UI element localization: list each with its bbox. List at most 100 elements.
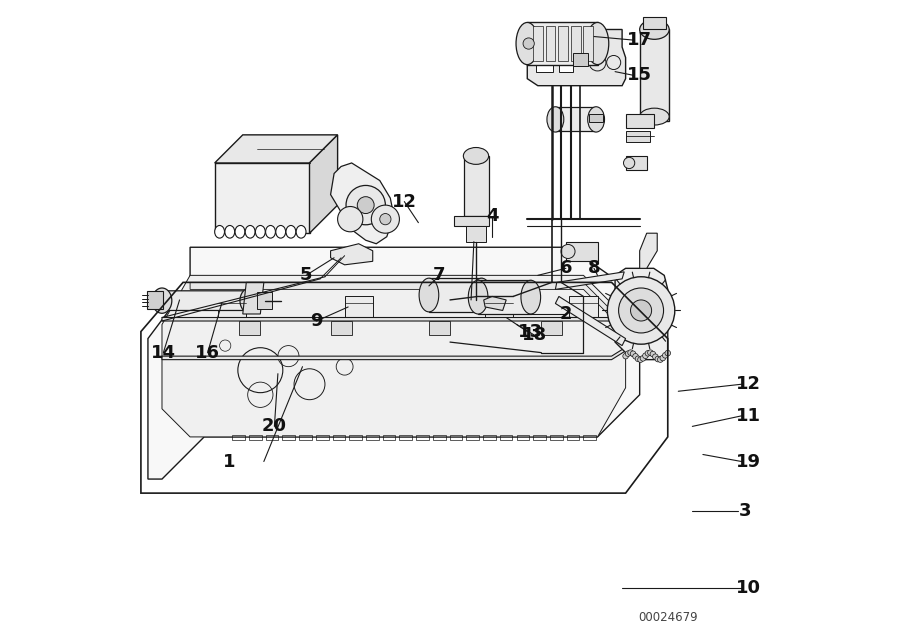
Bar	[533, 26, 543, 61]
Ellipse shape	[521, 280, 541, 314]
Circle shape	[608, 277, 675, 344]
Circle shape	[626, 351, 631, 356]
Bar	[567, 435, 580, 441]
Text: 13: 13	[518, 323, 544, 340]
Circle shape	[633, 354, 638, 359]
Bar	[571, 26, 580, 61]
Circle shape	[346, 185, 385, 225]
Ellipse shape	[266, 225, 275, 238]
Bar	[626, 131, 650, 142]
Ellipse shape	[240, 288, 259, 313]
Bar	[566, 242, 598, 261]
Text: 7: 7	[433, 266, 446, 284]
Ellipse shape	[286, 225, 296, 238]
Polygon shape	[541, 321, 562, 335]
Bar	[555, 107, 596, 131]
Circle shape	[338, 206, 363, 232]
Text: 10: 10	[736, 579, 761, 597]
Bar	[644, 17, 666, 29]
Bar	[500, 435, 512, 441]
Bar	[559, 58, 573, 72]
Text: 17: 17	[627, 31, 652, 49]
Polygon shape	[483, 297, 506, 311]
Bar	[266, 435, 278, 441]
Polygon shape	[215, 135, 338, 163]
Polygon shape	[239, 321, 260, 335]
Bar	[218, 297, 247, 318]
Circle shape	[658, 357, 663, 363]
Bar	[283, 435, 295, 441]
Text: 16: 16	[195, 344, 220, 361]
Circle shape	[372, 205, 400, 233]
Text: 18: 18	[522, 326, 547, 344]
Circle shape	[624, 157, 634, 168]
Bar	[256, 291, 273, 309]
Ellipse shape	[225, 225, 235, 238]
Ellipse shape	[152, 288, 172, 313]
Circle shape	[618, 288, 663, 333]
Bar	[558, 26, 568, 61]
Ellipse shape	[215, 225, 224, 238]
Bar	[464, 156, 489, 216]
Bar	[527, 22, 598, 65]
Bar	[483, 435, 496, 441]
Ellipse shape	[275, 225, 285, 238]
Polygon shape	[243, 283, 264, 314]
Ellipse shape	[296, 225, 306, 238]
Ellipse shape	[468, 280, 488, 314]
Bar	[534, 435, 546, 441]
Polygon shape	[330, 163, 394, 244]
Circle shape	[650, 351, 656, 357]
Polygon shape	[640, 233, 657, 269]
Bar	[466, 226, 486, 242]
Text: 1: 1	[222, 453, 235, 471]
Text: 12: 12	[736, 375, 761, 393]
Text: 00024679: 00024679	[638, 612, 698, 624]
Polygon shape	[162, 291, 252, 311]
Bar	[366, 435, 379, 441]
Text: 5: 5	[300, 266, 312, 284]
Circle shape	[380, 213, 391, 225]
Circle shape	[638, 357, 644, 363]
Circle shape	[662, 352, 668, 358]
Text: 3: 3	[739, 502, 752, 519]
Circle shape	[643, 353, 648, 359]
Text: 8: 8	[588, 259, 600, 277]
Circle shape	[631, 300, 652, 321]
Text: 9: 9	[310, 312, 323, 330]
Circle shape	[628, 350, 634, 356]
Polygon shape	[555, 272, 625, 290]
Polygon shape	[626, 114, 653, 128]
Bar	[416, 435, 429, 441]
Ellipse shape	[235, 225, 245, 238]
Polygon shape	[147, 291, 164, 309]
Polygon shape	[310, 135, 338, 233]
Circle shape	[561, 244, 575, 258]
Ellipse shape	[419, 278, 439, 312]
Ellipse shape	[588, 107, 605, 132]
Text: 4: 4	[486, 206, 499, 225]
Bar	[485, 297, 513, 318]
Polygon shape	[429, 321, 450, 335]
Circle shape	[623, 353, 628, 359]
Circle shape	[648, 350, 653, 356]
Bar	[570, 297, 598, 318]
Circle shape	[523, 38, 535, 49]
Text: 11: 11	[736, 407, 761, 425]
Ellipse shape	[547, 107, 563, 132]
Text: 12: 12	[392, 192, 417, 211]
Bar	[550, 435, 562, 441]
Polygon shape	[190, 283, 626, 331]
Bar	[583, 435, 596, 441]
Polygon shape	[148, 247, 640, 479]
Bar	[536, 54, 554, 72]
Ellipse shape	[516, 22, 538, 65]
Ellipse shape	[256, 225, 266, 238]
Text: 6: 6	[560, 259, 572, 277]
Bar	[249, 435, 262, 441]
Text: 2: 2	[560, 305, 572, 323]
Bar	[583, 26, 593, 61]
Polygon shape	[162, 300, 640, 321]
Bar	[573, 53, 589, 66]
Circle shape	[635, 356, 641, 361]
